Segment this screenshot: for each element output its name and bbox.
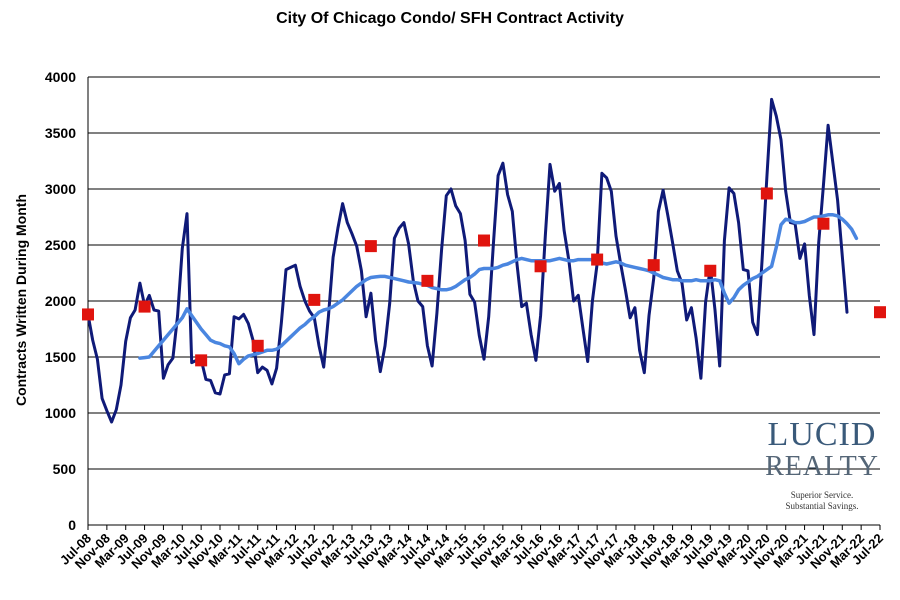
y-tick-label: 0 <box>68 517 76 533</box>
series-layer <box>82 97 886 424</box>
monthly-series-line <box>86 97 849 424</box>
logo-name-line2: REALTY <box>765 451 879 482</box>
logo-tagline-2: Substantial Savings. <box>785 501 859 511</box>
y-tick-label: 2500 <box>45 237 76 253</box>
july-marker-point <box>364 240 377 253</box>
july-marker-point <box>421 274 434 287</box>
july-marker-point <box>308 293 321 306</box>
y-tick-label: 1000 <box>45 405 76 421</box>
july-marker-point <box>82 308 94 321</box>
y-tick-label: 3500 <box>45 125 76 141</box>
july-marker-point <box>760 187 773 200</box>
moving-average-series-line <box>138 213 859 366</box>
july-marker-point <box>534 260 547 273</box>
y-tick-label: 500 <box>53 461 77 477</box>
y-tick-label: 4000 <box>45 69 76 85</box>
y-axis-label: Contracts Written During Month <box>13 194 29 406</box>
july-marker-point <box>591 253 604 266</box>
y-tick-label: 2000 <box>45 293 76 309</box>
july-marker-point <box>817 217 830 230</box>
chart-title: City Of Chicago Condo/ SFH Contract Acti… <box>276 10 624 27</box>
july-marker-point <box>195 354 208 367</box>
july-marker-point <box>704 264 717 277</box>
logo-name-line1: LUCID <box>767 416 877 453</box>
y-tick-label: 3000 <box>45 181 76 197</box>
x-tick-labels: Jul-08Nov-08Mar-09Jul-09Nov-09Mar-10Jul-… <box>57 530 886 572</box>
july-marker-point <box>478 234 490 247</box>
july-marker-point <box>251 339 264 352</box>
logo-tagline-1: Superior Service. <box>790 490 854 500</box>
july-marker-point <box>874 306 886 319</box>
y-tick-labels: 0 500 1000 1500 2000 2500 3000 3500 4000 <box>45 69 76 533</box>
july-marker-point <box>138 300 151 313</box>
y-tick-label: 1500 <box>45 349 76 365</box>
axes <box>87 77 881 530</box>
july-marker-point <box>647 259 660 272</box>
lucid-realty-logo: LUCID REALTY Superior Service. Substanti… <box>752 418 892 512</box>
